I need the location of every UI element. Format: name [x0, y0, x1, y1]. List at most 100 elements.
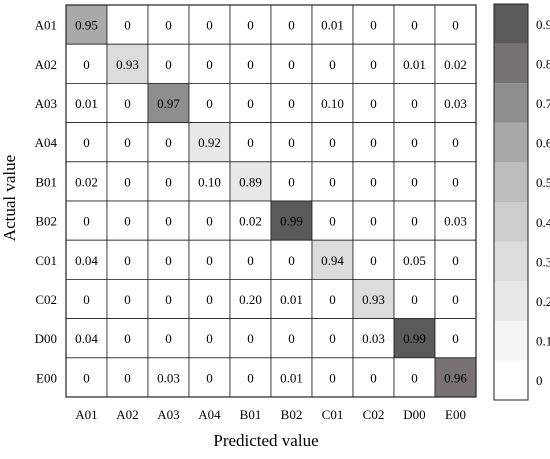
- cell-value-label: 0.04: [75, 331, 98, 346]
- cell-value-label: 0.93: [116, 57, 139, 72]
- cell-value-label: 0: [124, 331, 131, 346]
- heatmap-cell: [106, 43, 149, 84]
- colorbar-tick-label: 0.6: [536, 136, 550, 151]
- heatmap-cell: [311, 318, 354, 359]
- heatmap-cell: [393, 200, 436, 241]
- colorbar-tick-label: 0.2: [536, 294, 550, 309]
- heatmap-cell: [434, 239, 477, 280]
- colorbar-segment: [494, 83, 528, 123]
- heatmap-cell: [434, 122, 477, 163]
- cell-value-label: 0: [124, 18, 131, 33]
- cell-value-label: 0: [83, 214, 90, 229]
- heatmap-cell: [352, 318, 395, 359]
- cell-value-label: 0.10: [198, 174, 221, 189]
- cell-value-label: 0: [206, 331, 213, 346]
- colorbar-tick-label: 0.7: [536, 96, 550, 111]
- heatmap-cell: [352, 83, 395, 124]
- colorbar-tick-labels: 0 0.1 0.2 0.3 0.4 0.5 0.6 0.7 0.8 0.9: [536, 17, 550, 388]
- cell-value-label: 0: [124, 370, 131, 385]
- y-tick-label: A01: [35, 18, 57, 33]
- cell-value-label: 0: [206, 214, 213, 229]
- cell-value-label: 0.02: [239, 214, 262, 229]
- heatmap-cell: [270, 4, 313, 45]
- cell-value-label: 0: [206, 292, 213, 307]
- heatmap-cell: [147, 318, 190, 359]
- cell-value-label: 0: [247, 135, 254, 150]
- heatmap-cell: [188, 318, 231, 359]
- heatmap-cell: [106, 83, 149, 124]
- cell-value-label: 0.01: [403, 57, 426, 72]
- x-tick-label: A04: [198, 407, 221, 422]
- x-tick-label: C02: [363, 407, 385, 422]
- heatmap-cell: [65, 200, 108, 241]
- y-tick-label: C02: [35, 292, 57, 307]
- heatmap-cell: [352, 278, 395, 319]
- cell-value-label: 0.93: [362, 292, 385, 307]
- heatmap-cell: [393, 161, 436, 202]
- heatmap-cell: [65, 239, 108, 280]
- heatmap-cell: [311, 43, 354, 84]
- x-tick-label: A03: [157, 407, 179, 422]
- cell-value-label: 0: [370, 18, 377, 33]
- cell-value-label: 0: [247, 331, 254, 346]
- cell-value-label: 0: [124, 174, 131, 189]
- cell-value-label: 0: [83, 292, 90, 307]
- heatmap-cell: [229, 161, 272, 202]
- colorbar-tick-label: 0.3: [536, 254, 550, 269]
- cell-value-label: 0: [411, 18, 418, 33]
- cell-value-label: 0.01: [280, 292, 303, 307]
- heatmap-cell: [106, 4, 149, 45]
- cell-value-label: 0.04: [75, 253, 98, 268]
- heatmap-border: [65, 4, 477, 398]
- cell-value-label: 0.02: [444, 57, 467, 72]
- cell-value-label: 0: [452, 292, 459, 307]
- cell-value-label: 0: [411, 214, 418, 229]
- cell-value-label: 0: [83, 135, 90, 150]
- heatmap-cell: [311, 278, 354, 319]
- cell-value-label: 0: [247, 18, 254, 33]
- x-tick-label: A01: [75, 407, 97, 422]
- cell-value-label: 0: [165, 18, 172, 33]
- y-tick-label: E00: [36, 370, 57, 385]
- heatmap-cell: [188, 43, 231, 84]
- heatmap-cell: [352, 161, 395, 202]
- cell-value-label: 0: [247, 370, 254, 385]
- heatmap-cell: [352, 4, 395, 45]
- cell-value-label: 0: [124, 253, 131, 268]
- cell-value-label: 0.99: [280, 214, 303, 229]
- colorbar-segment: [494, 122, 528, 163]
- colorbar-tick-label: 0.9: [536, 17, 550, 32]
- heatmap-cell: [270, 122, 313, 163]
- heatmap-cell: [65, 83, 108, 124]
- cell-value-label: 0: [452, 174, 459, 189]
- heatmap-cell: [188, 200, 231, 241]
- heatmap-cell: [393, 43, 436, 84]
- heatmap-cell: [65, 4, 108, 45]
- heatmap-cell: [106, 318, 149, 359]
- x-tick-label: E00: [445, 407, 466, 422]
- heatmap-cell: [147, 200, 190, 241]
- heatmap-cell: [270, 278, 313, 319]
- cell-value-label: 0: [370, 370, 377, 385]
- cell-value-label: 0.03: [444, 214, 467, 229]
- cell-value-label: 0: [452, 331, 459, 346]
- heatmap-cell: [434, 4, 477, 45]
- cell-value-label: 0.01: [280, 370, 303, 385]
- x-tick-label: B02: [281, 407, 303, 422]
- colorbar-tick-label: 0.4: [536, 215, 550, 230]
- cell-value-label: 0: [452, 253, 459, 268]
- heatmap-cell: [65, 357, 108, 398]
- heatmap-cell: [434, 161, 477, 202]
- cell-value-label: 0.95: [75, 18, 98, 33]
- cell-value-label: 0: [370, 174, 377, 189]
- cell-value-label: 0.20: [239, 292, 262, 307]
- cell-value-label: 0.03: [157, 370, 180, 385]
- colorbar-tick-label: 0.1: [536, 334, 550, 349]
- cell-value-label: 0: [329, 214, 336, 229]
- y-axis-tick-labels: A01 A02 A03 A04 B01 B02 C01 C02 D00 E00: [35, 18, 58, 386]
- heatmap-cell: [229, 357, 272, 398]
- cell-value-label: 0.02: [75, 174, 98, 189]
- heatmap-cells: [65, 4, 477, 398]
- cell-value-label: 0: [206, 370, 213, 385]
